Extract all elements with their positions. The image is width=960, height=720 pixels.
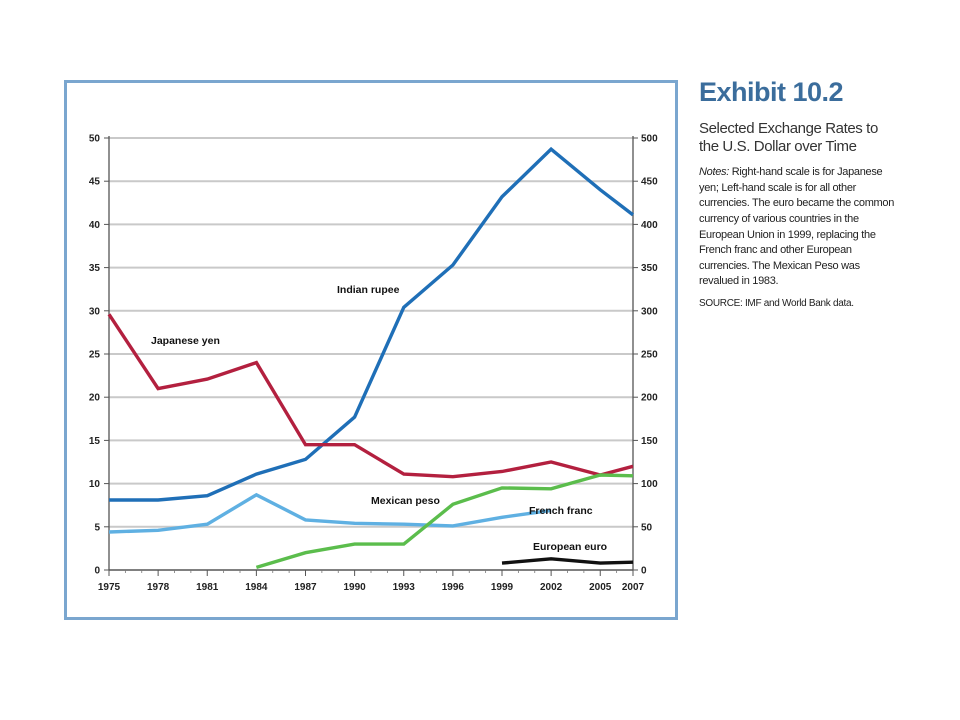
exhibit-subtitle: Selected Exchange Rates to the U.S. Doll…: [699, 119, 878, 156]
y-tick-label-right: 300: [641, 306, 658, 317]
exhibit-title: Exhibit 10.2: [699, 77, 844, 107]
series-line-indian-rupee: [109, 146, 635, 502]
series-line-mexican-peso: [255, 473, 634, 570]
y-tick-label-left: 35: [89, 263, 101, 274]
x-tick-label: 1978: [147, 582, 170, 593]
y-tick-label-right: 250: [641, 350, 658, 361]
y-tick-label-left: 15: [89, 436, 101, 447]
x-tick-label: 2002: [540, 582, 563, 593]
exchange-rate-chart: 0510152025303540455005010015020025030035…: [89, 134, 658, 594]
x-tick-label: 1990: [344, 582, 367, 593]
y-tick-label-left: 45: [89, 177, 101, 188]
x-tick-label: 2007: [622, 582, 645, 593]
series-label-japanese-yen: Japanese yen: [151, 335, 220, 347]
x-tick-label: 1975: [98, 582, 121, 593]
y-tick-label-left: 0: [94, 566, 100, 577]
y-tick-label-right: 500: [641, 134, 658, 145]
y-tick-label-left: 30: [89, 306, 101, 317]
y-tick-label-right: 350: [641, 263, 658, 274]
y-tick-label-left: 25: [89, 350, 101, 361]
y-tick-label-left: 5: [94, 522, 100, 533]
series-label-european-euro: European euro: [533, 541, 607, 553]
y-tick-label-left: 10: [89, 479, 101, 490]
y-tick-label-right: 150: [641, 436, 658, 447]
series-line-japanese-yen: [107, 313, 634, 479]
x-tick-label: 1981: [196, 582, 219, 593]
y-tick-label-left: 50: [89, 134, 101, 145]
chart-frame: 0 5 10 15 20 25 30 35 40 45 50 0 50 100 150 200 250 300 35…: [64, 80, 678, 620]
exhibit-notes: Notes: Right-hand scale is for Japanese …: [699, 165, 899, 290]
y-tick-label-right: 50: [641, 522, 653, 533]
x-tick-label: 1984: [245, 582, 268, 593]
y-tick-label-left: 40: [89, 220, 101, 231]
y-tick-label-right: 400: [641, 220, 658, 231]
x-tick-label: 1993: [393, 582, 416, 593]
exhibit-source: SOURCE: IMF and World Bank data.: [699, 298, 854, 310]
series-label-mexican-peso: Mexican peso: [371, 495, 440, 507]
x-tick-label: 2005: [589, 582, 612, 593]
y-tick-label-right: 200: [641, 393, 658, 404]
x-tick-label: 1999: [491, 582, 514, 593]
series-line-french-franc: [108, 492, 552, 534]
x-tick-label: 1987: [294, 582, 317, 593]
notes-text: Right-hand scale is for Japanese yen; Le…: [699, 166, 895, 288]
y-tick-label-left: 20: [89, 393, 101, 404]
y-tick-label-right: 450: [641, 177, 658, 188]
x-tick-label: 1996: [442, 582, 465, 593]
y-tick-label-right: 0: [641, 566, 647, 577]
side-panel: Exhibit 10.2 Selected Exchange Rates to …: [699, 77, 899, 310]
series-label-indian-rupee: Indian rupee: [337, 284, 400, 296]
series-label-french-franc: French franc: [529, 505, 593, 517]
y-tick-label-right: 100: [641, 479, 658, 490]
series-line-european-euro: [501, 557, 634, 565]
notes-label: Notes:: [699, 166, 729, 179]
